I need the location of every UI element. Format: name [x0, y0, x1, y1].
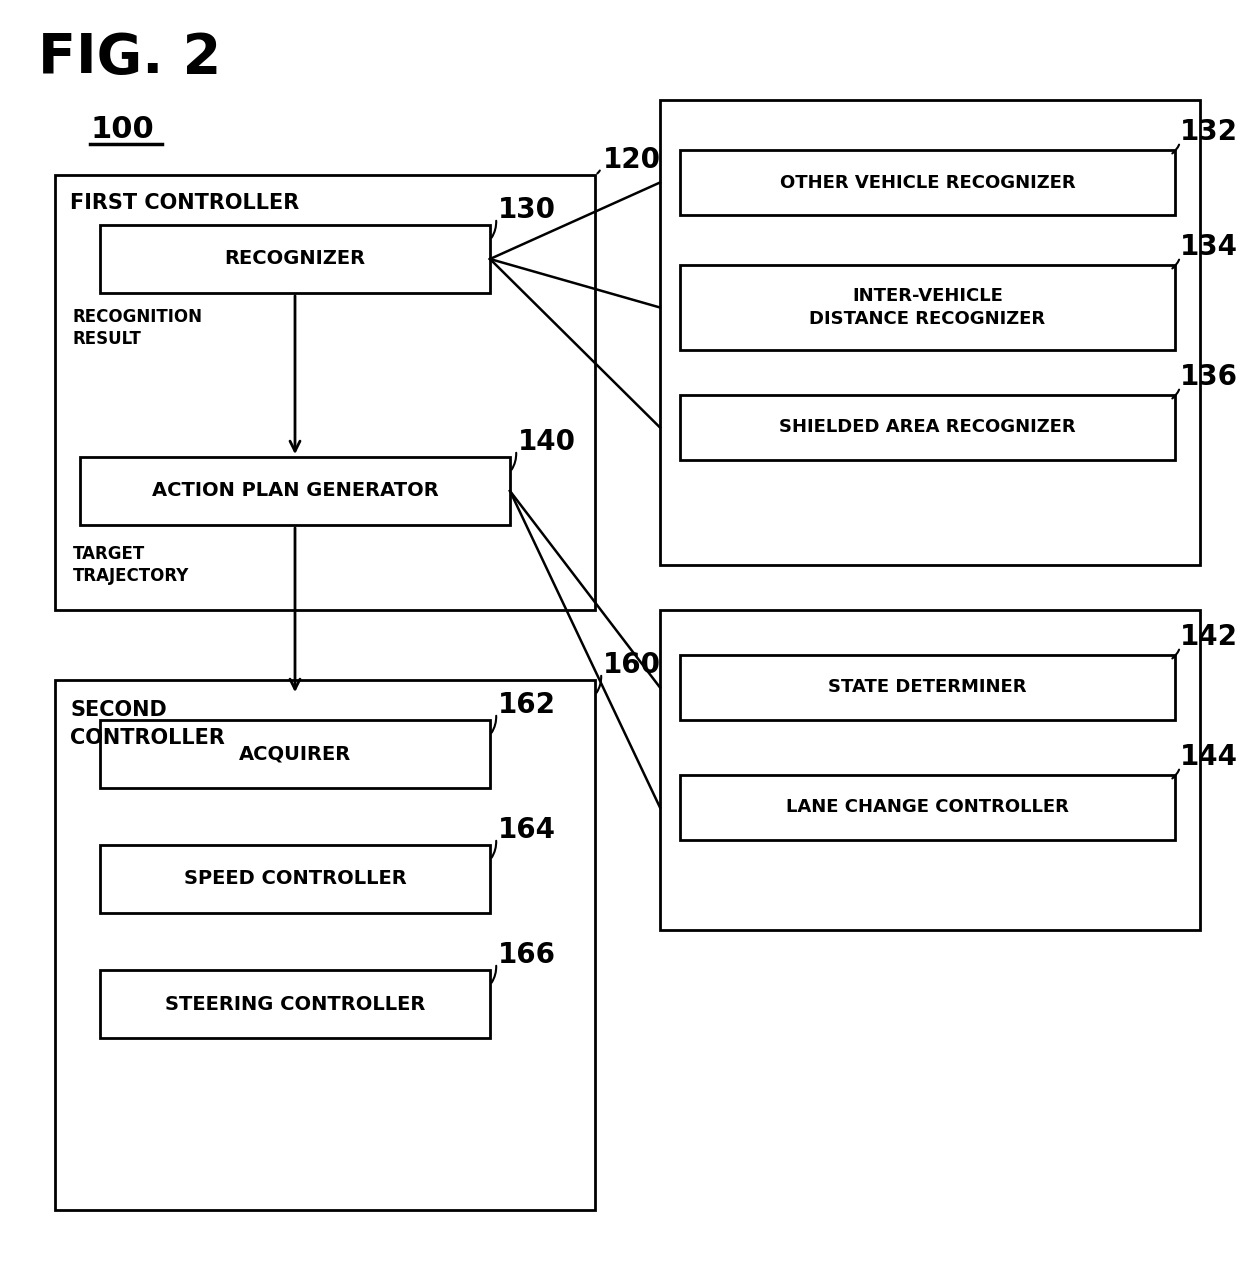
Text: SPEED CONTROLLER: SPEED CONTROLLER — [184, 869, 407, 888]
Text: RECOGNIZER: RECOGNIZER — [224, 250, 366, 269]
Text: RECOGNITION
RESULT: RECOGNITION RESULT — [73, 308, 203, 348]
Text: INTER-VEHICLE
DISTANCE RECOGNIZER: INTER-VEHICLE DISTANCE RECOGNIZER — [810, 288, 1045, 328]
Bar — [55, 680, 595, 1210]
Bar — [680, 150, 1176, 215]
Text: 162: 162 — [498, 691, 556, 718]
Bar — [680, 655, 1176, 720]
Bar — [100, 971, 490, 1038]
Text: FIG. 2: FIG. 2 — [38, 30, 221, 85]
Text: 130: 130 — [498, 196, 556, 224]
Bar — [100, 845, 490, 914]
Text: 100: 100 — [91, 115, 154, 144]
Text: TARGET
TRAJECTORY: TARGET TRAJECTORY — [73, 545, 190, 585]
Text: 136: 136 — [1180, 364, 1238, 392]
Bar — [55, 175, 595, 609]
Text: 140: 140 — [518, 428, 577, 456]
Text: STATE DETERMINER: STATE DETERMINER — [828, 679, 1027, 697]
Text: ACTION PLAN GENERATOR: ACTION PLAN GENERATOR — [151, 481, 439, 500]
Text: 164: 164 — [498, 816, 556, 844]
Text: 142: 142 — [1180, 623, 1238, 651]
Bar — [660, 100, 1200, 565]
Text: LANE CHANGE CONTROLLER: LANE CHANGE CONTROLLER — [786, 798, 1069, 816]
Bar — [100, 226, 490, 293]
Text: SECOND: SECOND — [69, 699, 166, 720]
Text: OTHER VEHICLE RECOGNIZER: OTHER VEHICLE RECOGNIZER — [780, 174, 1075, 191]
Text: 132: 132 — [1180, 118, 1238, 146]
Text: STEERING CONTROLLER: STEERING CONTROLLER — [165, 995, 425, 1014]
Text: 160: 160 — [603, 651, 661, 679]
Text: 134: 134 — [1180, 233, 1238, 261]
Text: FIRST CONTROLLER: FIRST CONTROLLER — [69, 193, 299, 213]
Text: 166: 166 — [498, 941, 556, 969]
Bar — [680, 265, 1176, 350]
Bar — [680, 775, 1176, 840]
Text: 120: 120 — [603, 146, 661, 174]
Bar — [660, 609, 1200, 930]
Bar — [100, 720, 490, 788]
Text: 144: 144 — [1180, 742, 1238, 772]
Text: ACQUIRER: ACQUIRER — [239, 745, 351, 764]
Bar — [81, 457, 510, 525]
Text: CONTROLLER: CONTROLLER — [69, 729, 224, 748]
Bar — [680, 395, 1176, 460]
Text: SHIELDED AREA RECOGNIZER: SHIELDED AREA RECOGNIZER — [779, 418, 1076, 437]
